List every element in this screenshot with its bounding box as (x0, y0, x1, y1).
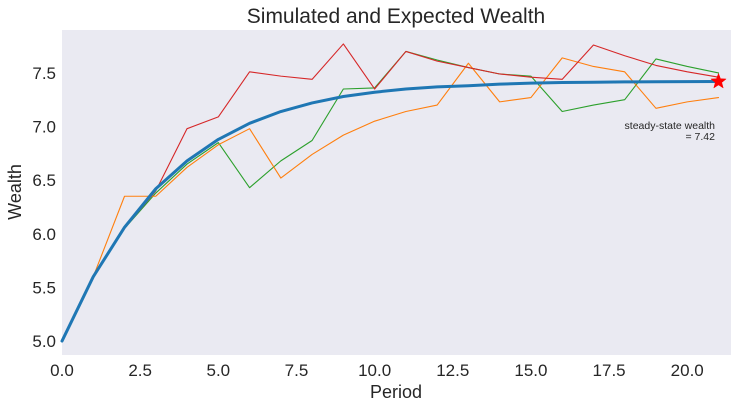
x-tick-label: 15.0 (514, 361, 547, 380)
x-tick-label: 5.0 (206, 361, 230, 380)
plot-area (62, 30, 731, 355)
y-tick-label: 6.5 (32, 171, 56, 190)
y-tick-label: 5.5 (32, 278, 56, 297)
x-tick-label: 0.0 (50, 361, 74, 380)
steady-state-star-marker (710, 72, 727, 89)
x-tick-label: 7.5 (285, 361, 309, 380)
series-line-2 (61, 57, 720, 342)
annotation-line1: steady-state wealth (625, 120, 716, 132)
y-tick-label: 6.0 (32, 225, 56, 244)
annotation-line2: = 7.42 (686, 131, 716, 143)
x-tick-label: 2.5 (128, 361, 152, 380)
y-tick-label: 5.0 (32, 332, 56, 351)
y-axis-label: Wealth (5, 164, 25, 220)
x-tick-label: 10.0 (358, 361, 391, 380)
series-line-3 (61, 43, 720, 342)
x-tick-label: 20.0 (671, 361, 704, 380)
y-tick-label: 7.5 (32, 64, 56, 83)
chart-title: Simulated and Expected Wealth (247, 5, 545, 28)
x-tick-label: 12.5 (436, 361, 469, 380)
series-line-4 (60, 79, 720, 343)
x-tick-label: 17.5 (593, 361, 626, 380)
y-tick-label: 7.0 (32, 118, 56, 137)
y-tick-labels: 5.0 5.5 6.0 6.5 7.0 7.5 (32, 64, 56, 351)
steady-state-marker-group (710, 72, 727, 89)
series-lines (60, 43, 720, 343)
x-axis-label: Period (370, 382, 422, 402)
x-tick-labels: 0.0 2.5 5.0 7.5 10.0 12.5 15.0 17.5 20.0 (50, 361, 704, 380)
